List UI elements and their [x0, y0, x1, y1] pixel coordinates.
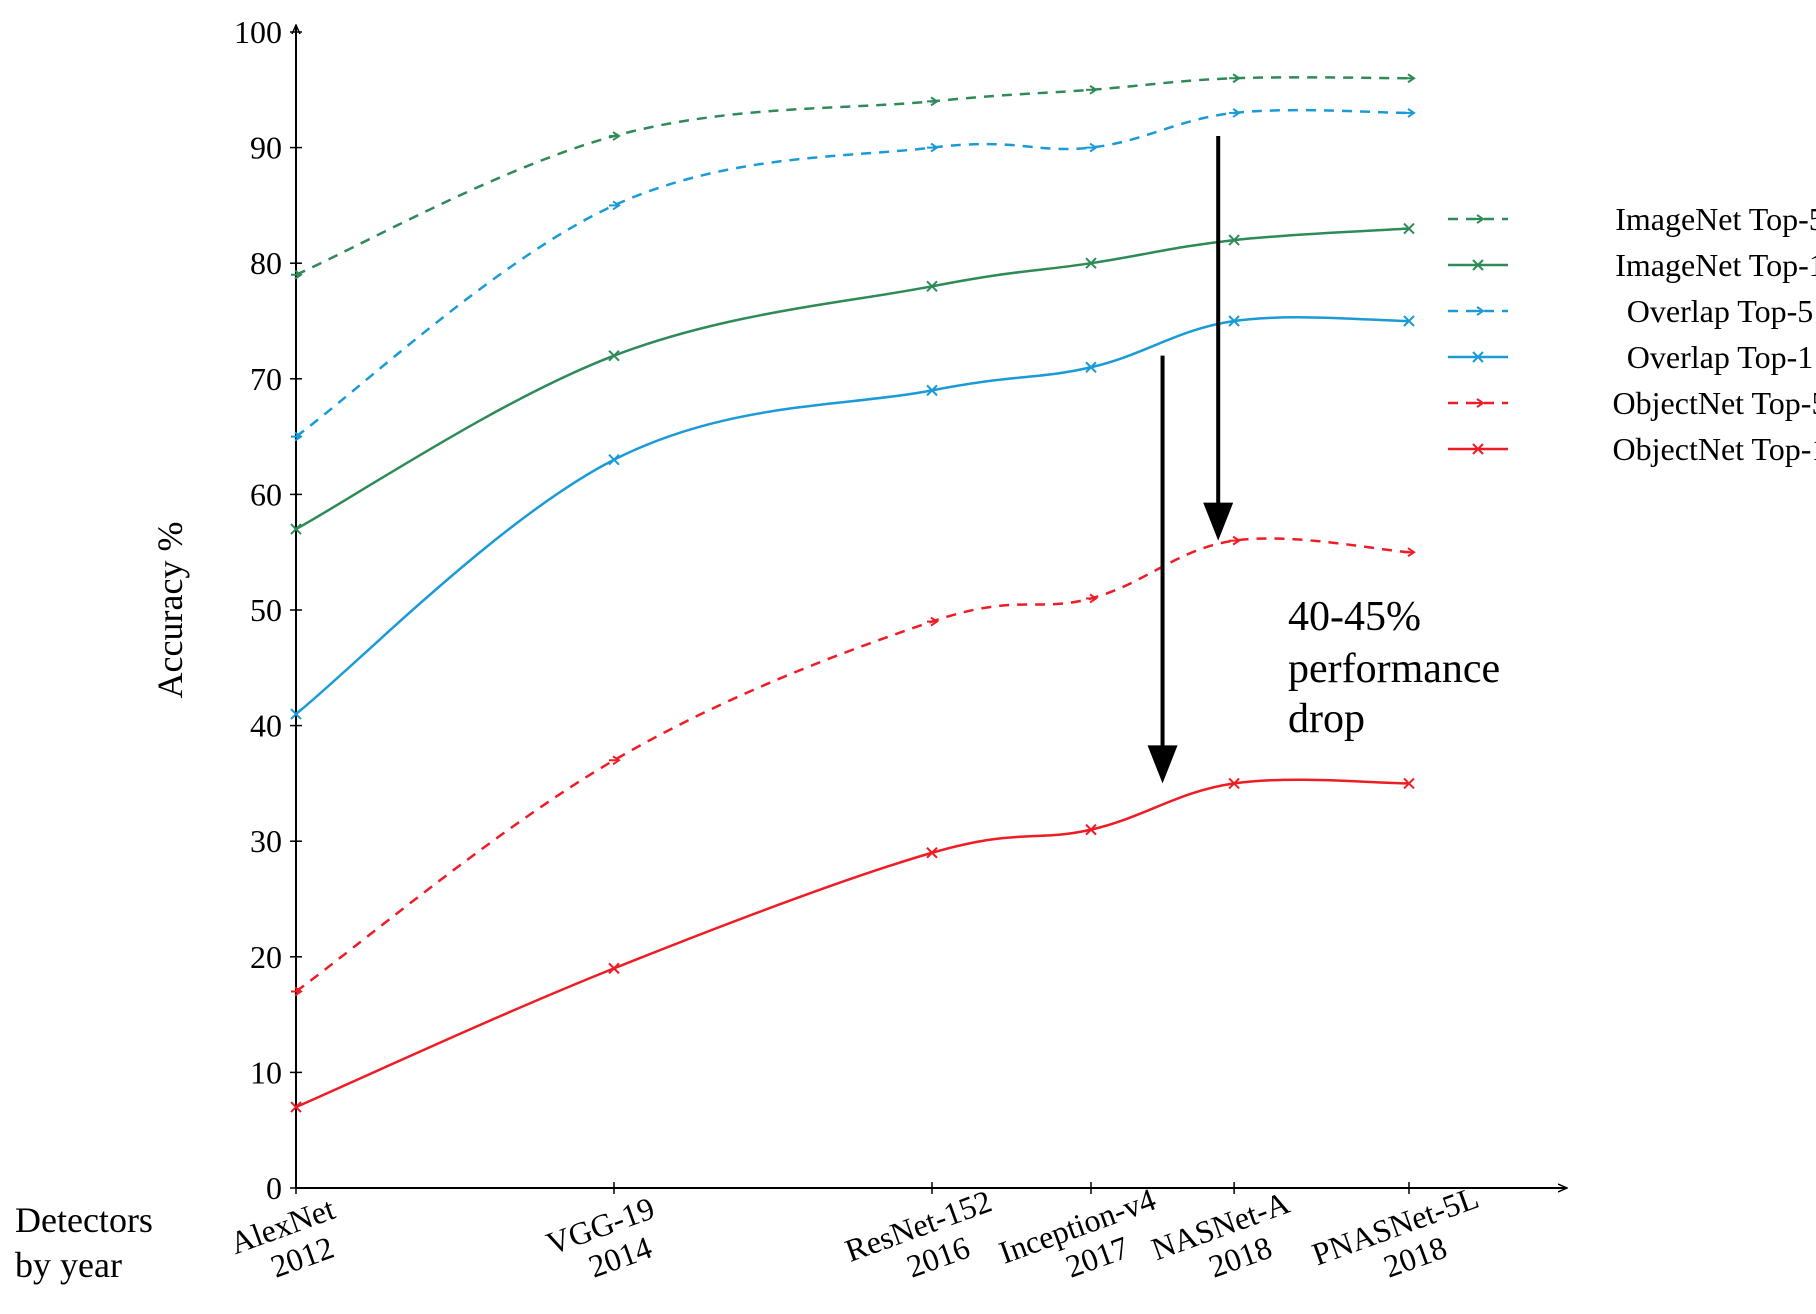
- series-overlap-top-1: [290, 315, 1415, 720]
- y-tick-label: 0: [266, 1170, 282, 1206]
- data-point: [1085, 823, 1097, 836]
- series-lines: [290, 73, 1416, 1113]
- y-tick-label: 70: [250, 361, 282, 397]
- data-point: [927, 616, 939, 627]
- x-axis-caption-line-2: by year: [15, 1245, 122, 1285]
- data-point: [1403, 777, 1415, 790]
- series-line: [295, 778, 1410, 1109]
- legend-label: ObjectNet Top-5: [1613, 385, 1816, 421]
- data-point: [1404, 73, 1416, 84]
- drop-arrow: [1147, 355, 1178, 784]
- legend-label: Overlap Top-1: [1627, 339, 1813, 375]
- data-point: [1228, 234, 1240, 246]
- data-point: [1229, 108, 1241, 118]
- y-tick-label: 100: [234, 14, 282, 50]
- y-tick-label: 50: [250, 592, 282, 628]
- data-point: [290, 523, 302, 535]
- x-axis-caption-line-1: Detectors: [15, 1200, 153, 1240]
- legend-marker: [1472, 443, 1484, 455]
- data-point: [926, 384, 938, 397]
- data-point: [1404, 108, 1416, 118]
- y-ticks: 0 10 20 30 40 50 60 70 80 90 100: [234, 14, 302, 1206]
- legend-label: ImageNet Top-1: [1615, 247, 1816, 283]
- legend-entry: ObjectNet Top-5: [1448, 385, 1816, 421]
- legend-entry: Overlap Top-1: [1448, 339, 1813, 375]
- drop-annotation: 40-45% performance drop: [1288, 594, 1500, 742]
- legend-label: ImageNet Top-5: [1615, 201, 1816, 237]
- data-point: [291, 986, 303, 997]
- data-point: [927, 142, 939, 153]
- data-point: [1086, 84, 1098, 95]
- legend: ImageNet Top-5 ImageNet Top-1 Overlap Top-…: [1448, 201, 1816, 467]
- data-point: [1403, 315, 1415, 327]
- data-point: [609, 755, 621, 766]
- data-point: [1229, 73, 1241, 84]
- series-line: [295, 537, 1410, 993]
- data-point: [290, 1101, 302, 1113]
- legend-entry: ObjectNet Top-1: [1448, 431, 1816, 467]
- series-line: [295, 316, 1410, 716]
- data-point: [927, 96, 939, 107]
- data-point: [608, 962, 620, 975]
- data-point: [1086, 142, 1098, 153]
- legend-marker: [1472, 351, 1484, 363]
- annotation-line-3: drop: [1288, 696, 1365, 742]
- data-point: [1085, 257, 1097, 269]
- data-point: [1086, 593, 1098, 604]
- drop-arrows: [1147, 136, 1234, 784]
- legend-label: ObjectNet Top-1: [1613, 431, 1816, 467]
- legend-entry: Overlap Top-5: [1448, 293, 1813, 329]
- data-point: [1403, 222, 1415, 235]
- data-point: [609, 200, 621, 211]
- data-point: [1085, 361, 1097, 373]
- series-imagenet-top-1: [290, 222, 1415, 535]
- data-point: [1228, 777, 1240, 790]
- series-line: [295, 76, 1410, 276]
- data-point: [608, 454, 620, 466]
- legend-entry: ImageNet Top-5: [1448, 201, 1816, 237]
- data-point: [608, 349, 620, 362]
- data-point: [1228, 315, 1240, 327]
- legend-marker: [1473, 306, 1485, 316]
- y-tick-label: 40: [250, 708, 282, 744]
- data-point: [926, 280, 938, 293]
- series-line: [295, 227, 1410, 531]
- data-point: [290, 708, 302, 720]
- y-tick-label: 80: [250, 245, 282, 281]
- legend-label: Overlap Top-5: [1627, 293, 1813, 329]
- y-tick-label: 60: [250, 476, 282, 512]
- legend-marker: [1472, 259, 1484, 271]
- legend-marker: [1473, 398, 1485, 408]
- legend-marker: [1473, 214, 1485, 224]
- legend-entry: ImageNet Top-1: [1448, 247, 1816, 283]
- series-imagenet-top-5: [291, 73, 1416, 280]
- data-point: [926, 847, 938, 859]
- drop-arrow: [1203, 136, 1234, 541]
- y-tick-label: 20: [250, 939, 282, 975]
- y-tick-label: 10: [250, 1054, 282, 1090]
- data-point: [1404, 547, 1416, 558]
- data-point: [291, 431, 303, 442]
- series-line: [295, 108, 1410, 438]
- data-point: [291, 269, 303, 280]
- y-tick-label: 90: [250, 130, 282, 166]
- annotation-line-2: performance: [1288, 646, 1500, 692]
- y-axis-label: Accuracy %: [150, 522, 190, 699]
- data-point: [609, 131, 621, 141]
- series-objectnet-top-5: [291, 535, 1416, 997]
- y-tick-label: 30: [250, 823, 282, 859]
- series-objectnet-top-1: [290, 777, 1415, 1113]
- data-point: [1229, 535, 1241, 546]
- annotation-line-1: 40-45%: [1288, 594, 1421, 640]
- series-overlap-top-5: [291, 108, 1416, 442]
